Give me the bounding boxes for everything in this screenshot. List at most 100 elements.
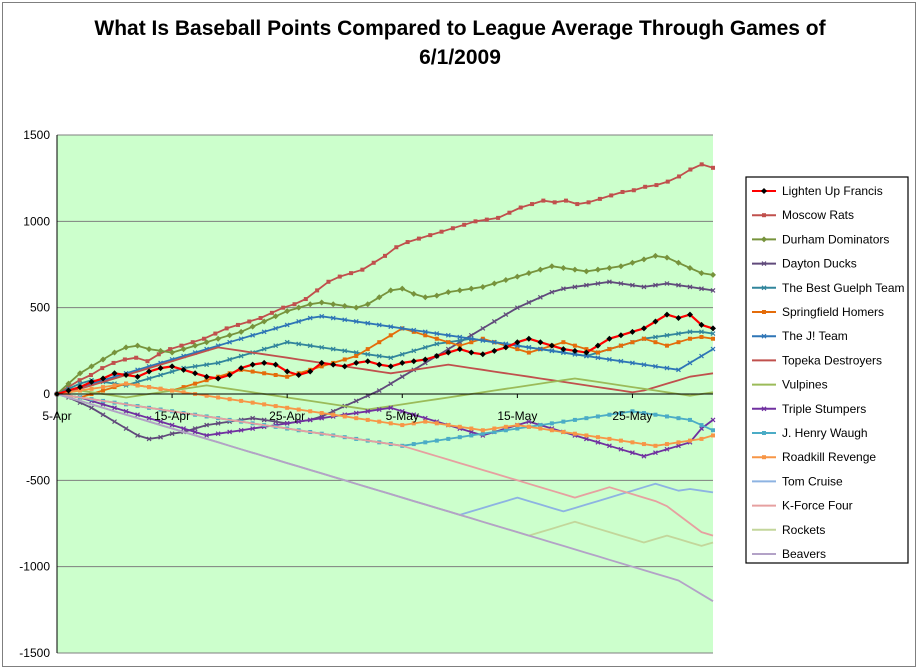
data-point bbox=[653, 282, 658, 288]
data-point bbox=[100, 366, 105, 371]
data-point bbox=[250, 426, 256, 431]
data-point bbox=[676, 416, 681, 421]
data-point bbox=[204, 378, 209, 383]
data-point bbox=[281, 305, 286, 310]
data-point bbox=[295, 304, 302, 311]
legend-marker bbox=[761, 236, 767, 243]
data-point bbox=[468, 285, 475, 292]
data-point bbox=[563, 198, 568, 203]
data-point bbox=[503, 341, 509, 347]
data-point bbox=[353, 350, 359, 355]
data-point bbox=[675, 315, 682, 322]
data-point bbox=[549, 428, 554, 433]
data-point bbox=[502, 344, 509, 351]
data-point bbox=[434, 331, 440, 336]
data-point bbox=[411, 348, 417, 354]
data-point bbox=[699, 423, 704, 428]
data-point bbox=[571, 347, 578, 354]
data-point bbox=[204, 433, 210, 438]
data-point bbox=[169, 363, 176, 370]
data-point bbox=[307, 315, 313, 321]
data-point bbox=[284, 420, 290, 426]
data-point bbox=[399, 285, 406, 292]
legend-marker bbox=[761, 285, 767, 291]
data-point bbox=[376, 294, 383, 301]
series-line bbox=[56, 382, 714, 447]
data-point bbox=[572, 343, 577, 348]
data-point bbox=[480, 428, 485, 433]
data-point bbox=[457, 424, 462, 429]
x-tick-label: 5-Apr bbox=[42, 409, 71, 423]
data-point bbox=[445, 346, 451, 352]
data-point bbox=[157, 347, 164, 354]
data-point bbox=[134, 342, 141, 349]
legend-label: Durham Dominators bbox=[782, 232, 889, 246]
data-point bbox=[318, 299, 325, 306]
data-point bbox=[445, 289, 452, 296]
data-point bbox=[549, 348, 555, 354]
data-point bbox=[65, 380, 72, 387]
data-point bbox=[629, 328, 636, 335]
data-point bbox=[548, 263, 555, 270]
data-point bbox=[456, 287, 463, 294]
data-point bbox=[456, 346, 463, 353]
legend-entry: Triple Stumpers bbox=[752, 402, 866, 416]
data-point bbox=[399, 351, 405, 357]
data-point bbox=[514, 305, 520, 311]
data-point bbox=[630, 360, 635, 366]
legend-entry: Moscow Rats bbox=[752, 208, 854, 222]
data-point bbox=[349, 271, 354, 276]
data-point bbox=[457, 334, 463, 340]
data-point bbox=[250, 332, 256, 338]
data-point bbox=[399, 325, 405, 331]
data-point bbox=[411, 442, 416, 447]
data-point bbox=[473, 219, 478, 224]
legend-entry: Topeka Destroyers bbox=[752, 353, 882, 367]
data-point bbox=[617, 332, 624, 339]
series-beavers bbox=[56, 393, 714, 602]
data-point bbox=[665, 179, 670, 184]
data-point bbox=[342, 317, 348, 323]
data-point bbox=[572, 417, 577, 422]
x-tick-label: 25-Apr bbox=[269, 409, 305, 423]
legend-marker bbox=[761, 406, 767, 412]
data-point bbox=[664, 365, 670, 371]
data-point bbox=[686, 311, 693, 318]
data-point bbox=[492, 429, 497, 434]
data-point bbox=[353, 319, 359, 324]
data-point bbox=[423, 333, 428, 338]
data-point bbox=[664, 281, 670, 286]
data-point bbox=[541, 198, 546, 203]
data-point bbox=[123, 344, 130, 351]
legend-marker bbox=[761, 261, 767, 267]
data-point bbox=[400, 423, 405, 428]
x-tick-label: 25-May bbox=[612, 409, 652, 423]
series-durham-dominators bbox=[54, 252, 716, 397]
legend-label: Topeka Destroyers bbox=[782, 353, 882, 367]
data-point bbox=[77, 378, 82, 383]
data-point bbox=[145, 359, 150, 364]
data-point bbox=[341, 302, 348, 309]
data-point bbox=[538, 426, 543, 431]
data-point bbox=[710, 417, 716, 423]
data-point bbox=[583, 268, 590, 275]
data-point bbox=[514, 273, 521, 280]
data-point bbox=[410, 358, 417, 365]
legend-entry: K-Force Four bbox=[752, 499, 853, 513]
data-point bbox=[552, 200, 557, 205]
data-point bbox=[158, 434, 164, 440]
data-point bbox=[399, 359, 406, 366]
data-point bbox=[699, 162, 704, 167]
data-point bbox=[618, 343, 623, 348]
data-point bbox=[439, 229, 444, 234]
chart-title: What Is Baseball Points Compared to Leag… bbox=[0, 14, 920, 72]
data-point bbox=[215, 375, 222, 382]
data-point bbox=[226, 372, 233, 379]
data-point bbox=[296, 419, 302, 425]
data-point bbox=[376, 322, 382, 328]
data-point bbox=[457, 343, 462, 348]
data-point bbox=[157, 365, 164, 372]
data-point bbox=[496, 215, 501, 220]
data-point bbox=[411, 327, 417, 333]
data-point bbox=[699, 353, 704, 359]
